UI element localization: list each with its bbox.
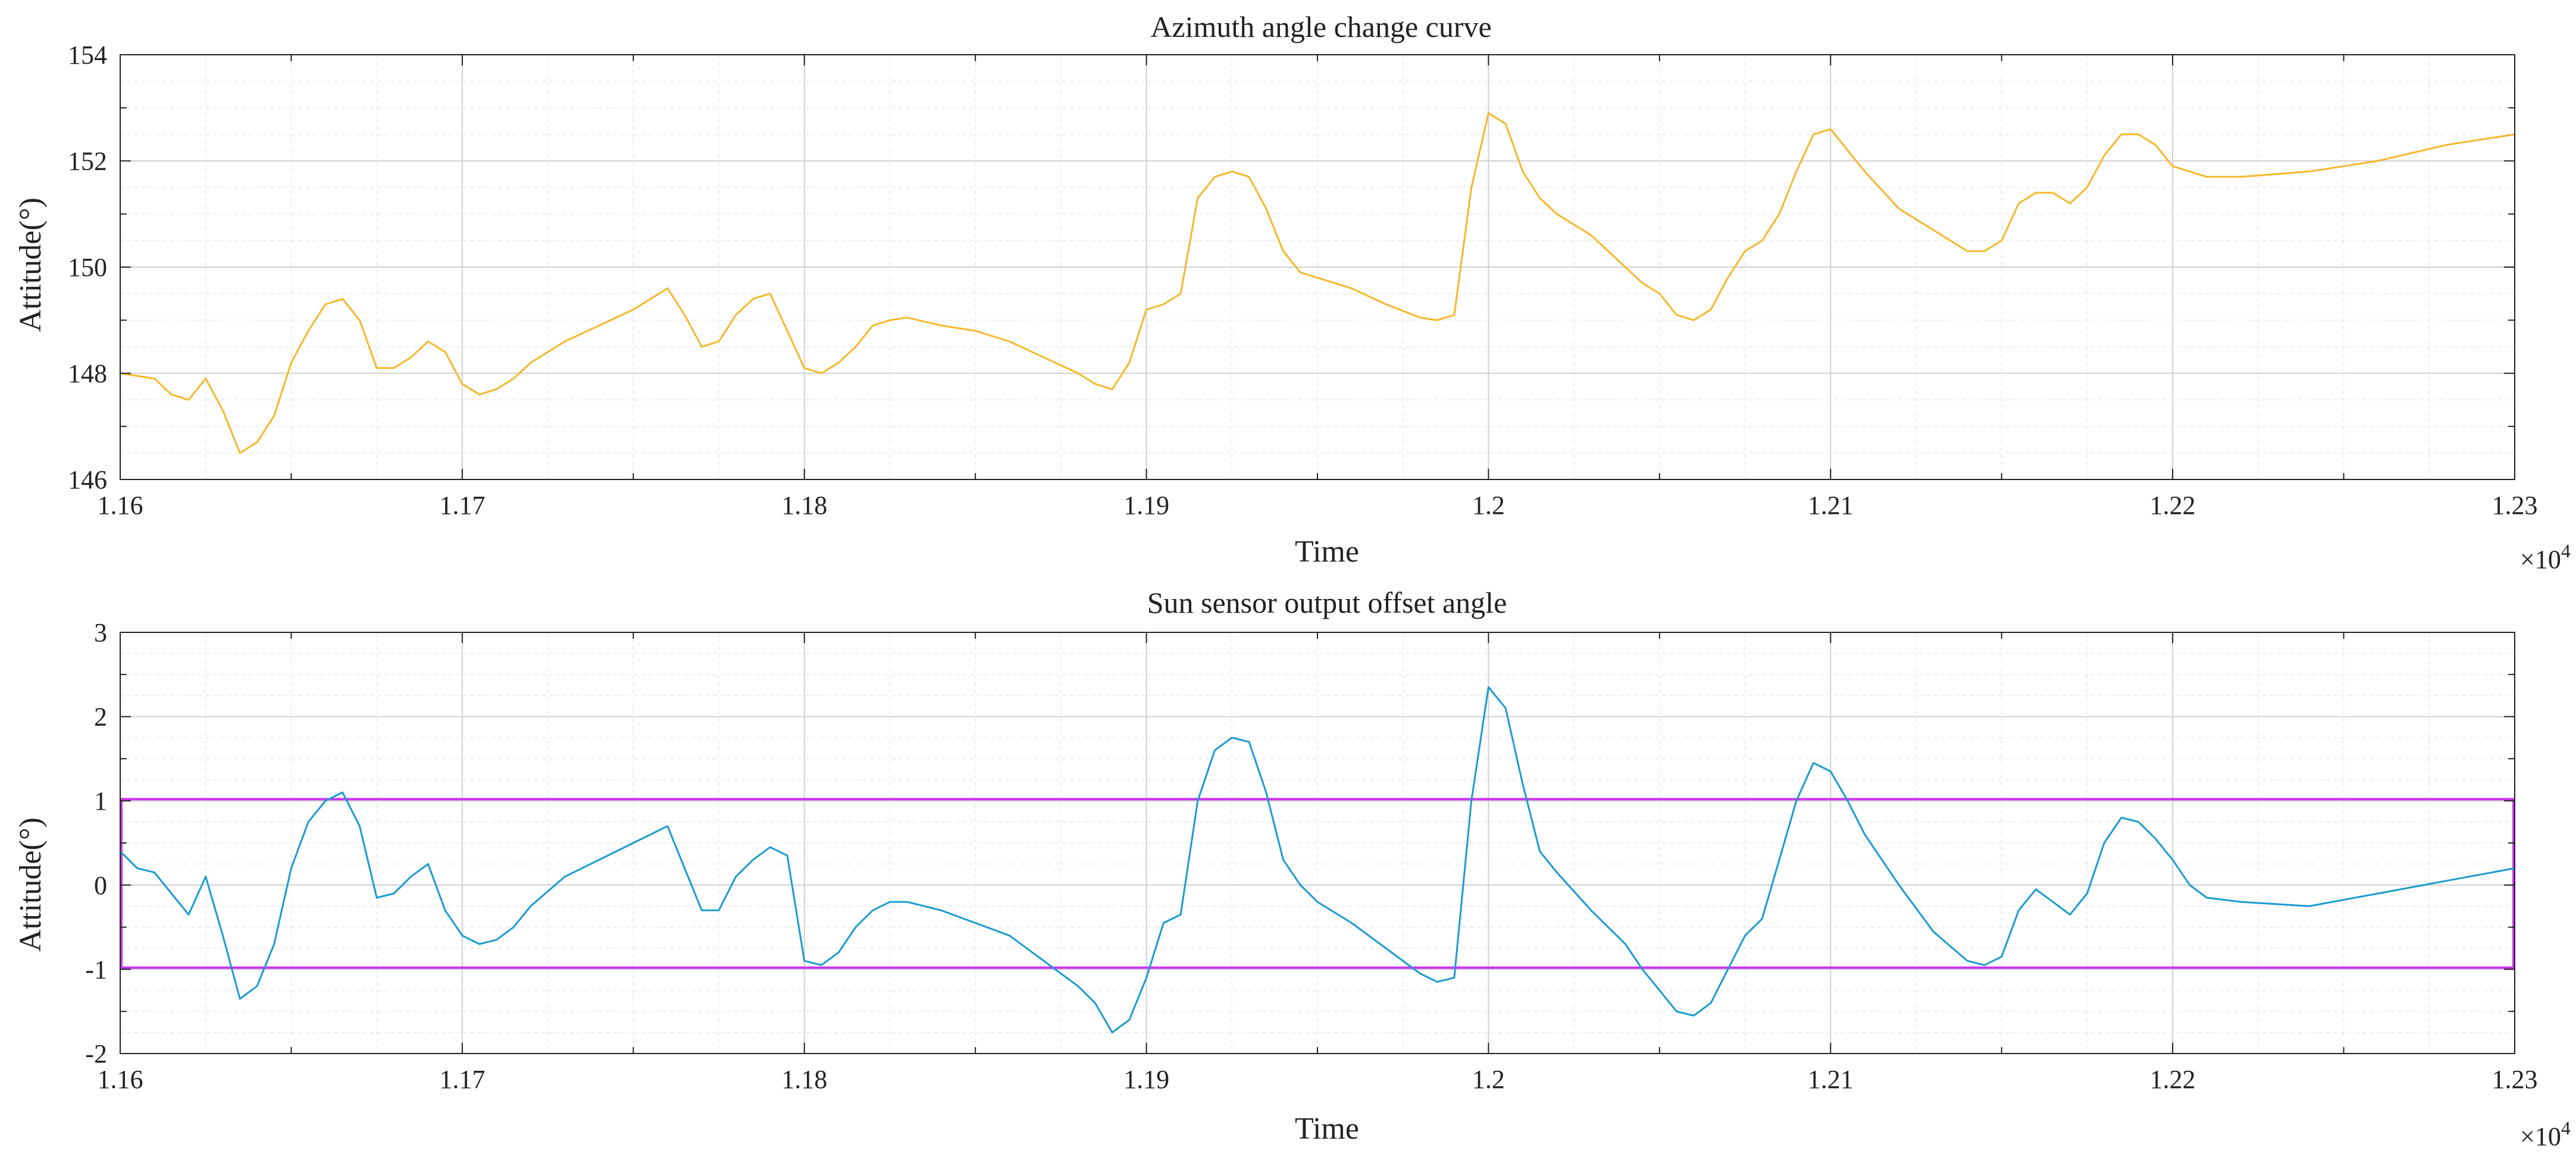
y-tick-label: 0 xyxy=(94,871,107,900)
x-tick-label: 1.19 xyxy=(1123,1065,1169,1094)
y-tick-label: 152 xyxy=(68,147,107,176)
x-exponent-power: 4 xyxy=(2561,540,2571,562)
y-axis-label: Attitude(°) xyxy=(14,198,48,332)
x-tick-label: 1.17 xyxy=(439,491,485,520)
y-tick-label: 146 xyxy=(68,465,107,494)
x-tick-label: 1.21 xyxy=(1808,1065,1854,1094)
y-tick-label: -2 xyxy=(85,1039,107,1068)
sun-sensor-offset-plot: Sun sensor output offset angle 1.16 1.17 1… xyxy=(14,586,2571,1151)
x-exponent-base: ×10 xyxy=(2520,545,2561,574)
x-tick-label: 1.23 xyxy=(2492,1065,2538,1094)
y-tick-label: -1 xyxy=(85,955,107,984)
y-tick-label: 150 xyxy=(68,253,107,282)
x-axis-label: Time xyxy=(1295,1112,1359,1146)
x-tick-label: 1.17 xyxy=(439,1065,485,1094)
series-layer xyxy=(120,112,2515,454)
x-axis-label: Time xyxy=(1295,535,1359,569)
x-tick-label: 1.2 xyxy=(1472,491,1505,520)
x-tick-label: 1.22 xyxy=(2150,491,2196,520)
y-tick-label: 148 xyxy=(68,359,107,388)
y-tick-label: 3 xyxy=(94,618,107,647)
x-exponent-base: ×10 xyxy=(2520,1122,2561,1151)
x-tick-label: 1.16 xyxy=(98,1065,143,1094)
series-line-0 xyxy=(119,686,2515,1034)
chart-title: Sun sensor output offset angle xyxy=(1147,586,1507,619)
y-tick-label: 1 xyxy=(94,786,107,816)
x-exponent-label: ×104 xyxy=(2520,540,2571,574)
grid xyxy=(120,54,2515,480)
x-tick-label: 1.18 xyxy=(781,491,827,520)
x-tick-label: 1.21 xyxy=(1808,491,1854,520)
chart-title: Azimuth angle change curve xyxy=(1150,10,1491,43)
y-tick-label: 154 xyxy=(68,40,107,70)
x-tick-label: 1.23 xyxy=(2492,491,2538,520)
series-layer xyxy=(119,686,2515,1034)
ticks: 1.16 1.17 1.18 1.19 1.2 1.21 1.22 1.23 146 148 150… xyxy=(68,40,2538,520)
x-tick-label: 1.2 xyxy=(1472,1065,1505,1094)
y-axis-label: Attitude(°) xyxy=(14,817,48,952)
y-tick-label: 2 xyxy=(94,703,107,732)
x-tick-label: 1.18 xyxy=(781,1065,827,1094)
grid xyxy=(120,632,2515,1054)
ticks: 1.16 1.17 1.18 1.19 1.2 1.21 1.22 1.23 -2 -1 0 1 2 3 xyxy=(85,618,2537,1094)
x-tick-label: 1.22 xyxy=(2150,1065,2196,1094)
series-line-0 xyxy=(120,112,2515,454)
tolerance-bounds xyxy=(120,798,2515,969)
x-exponent-label: ×104 xyxy=(2520,1117,2571,1151)
azimuth-angle-plot: Azimuth angle change curve 1.16 1.17 1.18 1… xyxy=(14,10,2571,574)
x-exponent-power: 4 xyxy=(2561,1117,2571,1139)
x-tick-label: 1.16 xyxy=(98,491,143,520)
x-tick-label: 1.19 xyxy=(1123,491,1169,520)
